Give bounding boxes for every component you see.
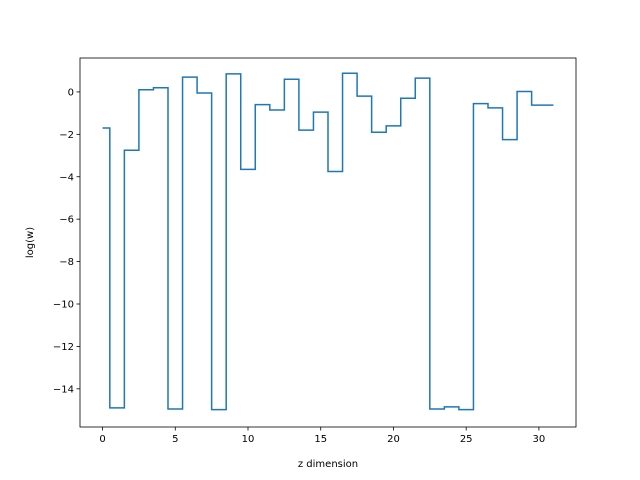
y-tick-label: −4 (59, 172, 74, 183)
series-line-0 (102, 72, 554, 411)
x-tick-label: 30 (533, 434, 546, 445)
y-tick-label: −12 (53, 342, 74, 353)
x-tick-label: 15 (314, 434, 327, 445)
x-axis-ticks: 0 5 10 15 20 25 30 (99, 427, 545, 445)
y-tick-label: −2 (59, 130, 74, 141)
series-layer (102, 72, 554, 411)
x-tick-label: 25 (460, 434, 473, 445)
y-tick-label: −6 (59, 215, 74, 226)
y-tick-label: 0 (68, 87, 74, 98)
x-tick-label: 5 (172, 434, 178, 445)
y-axis-label: log(w) (25, 227, 36, 258)
y-tick-label: −14 (53, 384, 74, 395)
y-tick-label: −8 (59, 257, 74, 268)
y-tick-label: −10 (53, 300, 74, 311)
x-axis-label: z dimension (298, 459, 358, 470)
y-axis-ticks: 0 −2 −4 −6 −8 −10 −12 −14 (53, 87, 80, 395)
x-tick-label: 10 (242, 434, 255, 445)
x-tick-label: 0 (99, 434, 105, 445)
x-tick-label: 20 (387, 434, 400, 445)
